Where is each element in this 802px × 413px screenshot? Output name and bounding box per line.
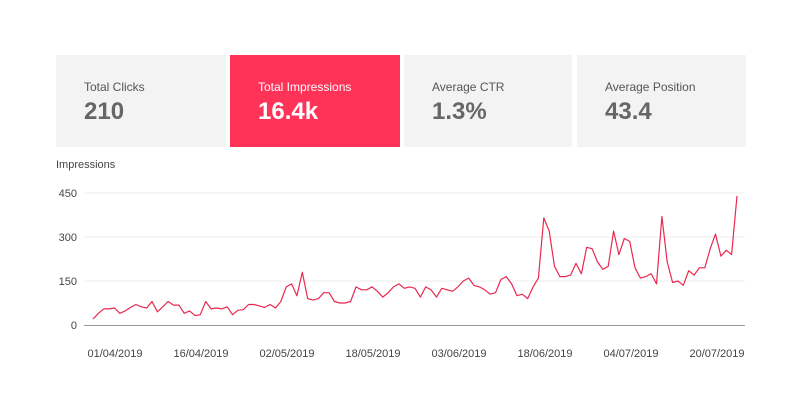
impressions-series-line [92,195,738,320]
chart-title: Impressions [56,159,116,171]
y-tick-label: 150 [59,276,77,288]
card-value: 1.3% [432,98,487,125]
card-label: Average Position [605,80,696,94]
x-tick-label: 18/06/2019 [517,348,572,360]
x-tick-label: 04/07/2019 [603,348,658,360]
card-average-ctr[interactable]: Average CTR 1.3% [404,55,572,147]
x-tick-label: 02/05/2019 [259,348,314,360]
card-total-impressions[interactable]: Total Impressions 16.4k [230,55,400,147]
y-tick-label: 0 [71,320,77,332]
card-total-clicks[interactable]: Total Clicks 210 [56,55,226,147]
card-label: Average CTR [432,80,505,94]
y-tick-label: 300 [59,232,77,244]
metric-cards: Total Clicks 210 Total Impressions 16.4k… [56,55,746,147]
x-tick-label: 03/06/2019 [431,348,486,360]
y-tick-label: 450 [59,188,77,200]
x-tick-label: 16/04/2019 [173,348,228,360]
card-value: 16.4k [258,98,319,125]
x-tick-label: 01/04/2019 [87,348,142,360]
card-value: 43.4 [605,98,652,125]
card-average-position[interactable]: Average Position 43.4 [577,55,746,147]
card-value: 210 [84,98,125,125]
card-label: Total Clicks [84,80,145,94]
card-label: Total Impressions [258,80,352,94]
x-tick-label: 18/05/2019 [345,348,400,360]
x-tick-label: 20/07/2019 [689,348,744,360]
